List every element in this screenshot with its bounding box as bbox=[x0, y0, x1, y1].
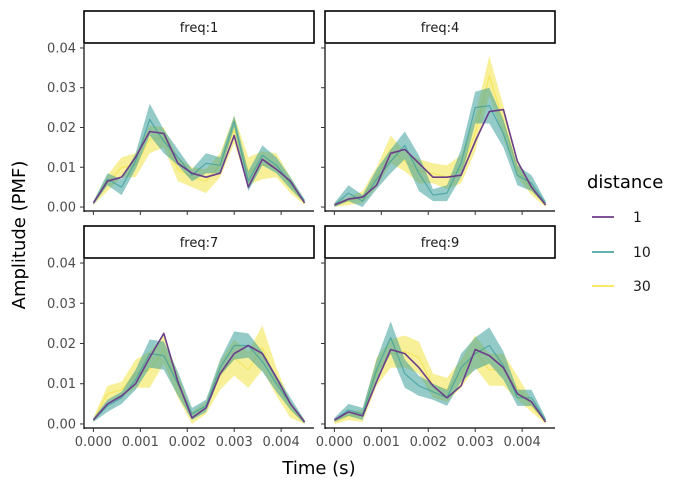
legend-label-30: 30 bbox=[633, 279, 651, 295]
series-line-1 bbox=[92, 130, 306, 204]
y-tick-label: 0.01 bbox=[47, 161, 76, 176]
series-band-30 bbox=[334, 55, 546, 208]
y-tick-label: 0.01 bbox=[47, 377, 76, 392]
panel-strip bbox=[324, 10, 556, 44]
x-tick-label: 0.001 bbox=[363, 435, 400, 450]
legend-title: distance bbox=[587, 172, 663, 193]
series-line-1 bbox=[334, 348, 547, 423]
x-tick-label: 0.001 bbox=[122, 435, 159, 450]
series-band-10 bbox=[334, 87, 546, 207]
legend: distance 1 10 30 bbox=[587, 172, 663, 295]
panel-1: freq:1 0.00 0.01 0.02 0.03 0.04 bbox=[47, 10, 315, 216]
x-tick-label: 0.002 bbox=[169, 435, 206, 450]
y-tick-label: 0.03 bbox=[47, 81, 76, 96]
x-tick-label: 0.003 bbox=[457, 435, 494, 450]
y-tick-label: 0.02 bbox=[47, 337, 76, 352]
y-tick-label: 0.02 bbox=[47, 121, 76, 136]
y-axis-title: Amplitude (PMF) bbox=[9, 161, 30, 310]
x-tick-label: 0.000 bbox=[316, 435, 353, 450]
y-tick-label: 0.04 bbox=[47, 257, 76, 272]
x-tick-label: 0.004 bbox=[263, 435, 300, 450]
y-tick-label: 0.00 bbox=[47, 201, 76, 216]
y-tick-label: 0.03 bbox=[47, 297, 76, 312]
legend-label-1: 1 bbox=[633, 210, 642, 226]
panel-strip bbox=[83, 225, 315, 259]
x-tick-label: 0.002 bbox=[410, 435, 447, 450]
x-tick-label: 0.000 bbox=[75, 435, 112, 450]
panels-layer: freq:1 0.00 0.01 0.02 0.03 0.04 freq:4 freq:7 0.… bbox=[47, 10, 556, 450]
panel-4: freq:9 0.000 0.001 0.002 0.003 0.004 bbox=[316, 225, 556, 450]
x-tick-label: 0.003 bbox=[216, 435, 253, 450]
panel-strip-label: freq:1 bbox=[180, 21, 219, 36]
series-band-10 bbox=[93, 331, 305, 424]
panel-strip bbox=[324, 225, 556, 259]
x-tick-label: 0.004 bbox=[504, 435, 541, 450]
y-tick-label: 0.04 bbox=[47, 41, 76, 56]
panel-2: freq:4 bbox=[321, 10, 556, 215]
series-line-1 bbox=[92, 332, 306, 423]
series-band-30 bbox=[334, 335, 546, 424]
y-tick-label: 0.00 bbox=[47, 417, 76, 432]
series-line-10 bbox=[92, 118, 306, 204]
panel-strip-label: freq:4 bbox=[421, 21, 460, 36]
panel-strip-label: freq:7 bbox=[180, 236, 219, 251]
series-line-1 bbox=[334, 108, 547, 206]
legend-label-10: 10 bbox=[633, 245, 651, 261]
panel-strip bbox=[83, 10, 315, 44]
x-axis-title: Time (s) bbox=[281, 458, 355, 479]
panel-strip-label: freq:9 bbox=[421, 236, 460, 251]
panel-3: freq:7 0.00 0.01 0.02 0.03 0.04 0.000 0.001 0.00… bbox=[47, 225, 315, 450]
